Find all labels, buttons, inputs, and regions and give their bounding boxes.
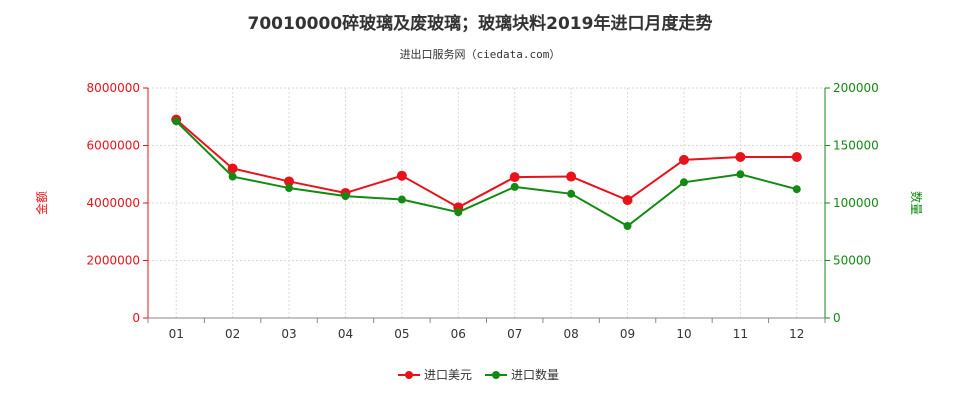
series-point-1 <box>396 170 407 181</box>
series-line-1 <box>175 118 797 209</box>
axis-layer: 0 2000000 4000000 6000000 8000000 0 50000 10000… <box>34 81 924 341</box>
x-axis-tick-label: 04 <box>338 327 353 341</box>
series-point-2 <box>454 208 463 217</box>
chart-subtitle: 进出口服务网（ciedata.com） <box>399 48 561 61</box>
series-point-2 <box>736 170 745 179</box>
series-point-2 <box>397 195 406 204</box>
legend-marker-1 <box>405 371 413 379</box>
left-axis-tick-label: 0 <box>132 311 140 325</box>
series-point-1 <box>284 176 295 187</box>
x-axis-tick-label: 03 <box>281 327 296 341</box>
left-axis-title: 金额 <box>34 191 49 215</box>
series-point-1 <box>509 172 520 183</box>
x-axis-tick-label: 01 <box>169 327 184 341</box>
x-axis-tick-label: 02 <box>225 327 240 341</box>
series-point-2 <box>792 185 801 194</box>
series-layer <box>171 114 802 230</box>
right-axis-title: 数量 <box>909 191 924 215</box>
x-axis-tick-label: 06 <box>451 327 466 341</box>
series-point-1 <box>622 195 633 206</box>
x-axis-tick-label: 08 <box>563 327 578 341</box>
series-point-1 <box>791 152 802 162</box>
right-axis-tick-label: 0 <box>833 311 841 325</box>
right-axis-tick-label: 150000 <box>833 139 879 153</box>
grid-layer <box>148 87 825 319</box>
legend-label-1: 进口美元 <box>424 368 472 382</box>
series-point-2 <box>285 184 294 193</box>
left-axis-tick-label: 6000000 <box>87 139 140 153</box>
legend: 进口美元 进口数量 <box>398 367 559 382</box>
series-point-2 <box>623 222 632 230</box>
series-point-2 <box>567 189 576 198</box>
series-line-2 <box>175 120 798 228</box>
series-point-1 <box>566 171 577 182</box>
x-axis-tick-label: 09 <box>620 327 635 341</box>
legend-label-2: 进口数量 <box>511 367 559 382</box>
legend-marker-2 <box>492 371 500 379</box>
right-axis-tick-label: 200000 <box>833 81 879 95</box>
series-point-2 <box>172 117 181 126</box>
right-axis-tick-label: 100000 <box>833 196 879 210</box>
x-axis-tick-label: 12 <box>789 327 804 341</box>
series-point-1 <box>678 154 689 165</box>
left-axis-tick-label: 2000000 <box>87 254 140 268</box>
left-axis-tick-label: 4000000 <box>87 196 140 210</box>
series-point-1 <box>227 163 238 174</box>
series-point-1 <box>735 152 746 162</box>
chart-title: 70010000碎玻璃及废玻璃；玻璃块料2019年进口月度走势 <box>247 14 713 34</box>
series-point-2 <box>228 172 237 181</box>
right-axis-tick-label: 50000 <box>833 254 871 268</box>
x-axis-tick-label: 05 <box>394 327 409 341</box>
series-point-2 <box>679 178 688 187</box>
x-axis-tick-label: 11 <box>733 327 748 341</box>
x-axis-tick-label: 07 <box>507 327 522 341</box>
series-point-2 <box>341 192 350 201</box>
series-point-2 <box>510 182 519 191</box>
x-axis-tick-label: 10 <box>676 327 691 341</box>
left-axis-tick-label: 8000000 <box>87 81 140 95</box>
